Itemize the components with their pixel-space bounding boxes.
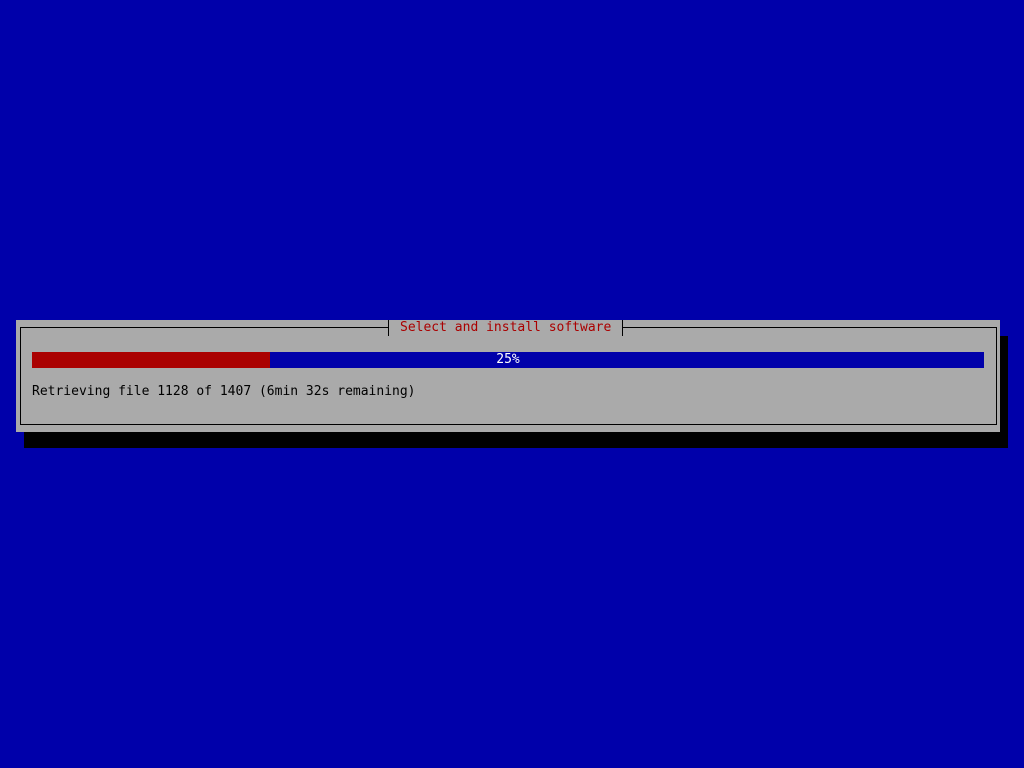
progress-dialog: Select and install software 25% Retrievi… — [16, 320, 1000, 432]
progress-percent: 25% — [496, 352, 520, 367]
progress-bar: 25% — [32, 352, 984, 368]
progress-bar-fill — [32, 352, 270, 368]
dialog-frame — [20, 327, 997, 425]
dialog-title: Select and install software — [388, 320, 624, 336]
status-message: Retrieving file 1128 of 1407 (6min 32s r… — [32, 384, 416, 399]
